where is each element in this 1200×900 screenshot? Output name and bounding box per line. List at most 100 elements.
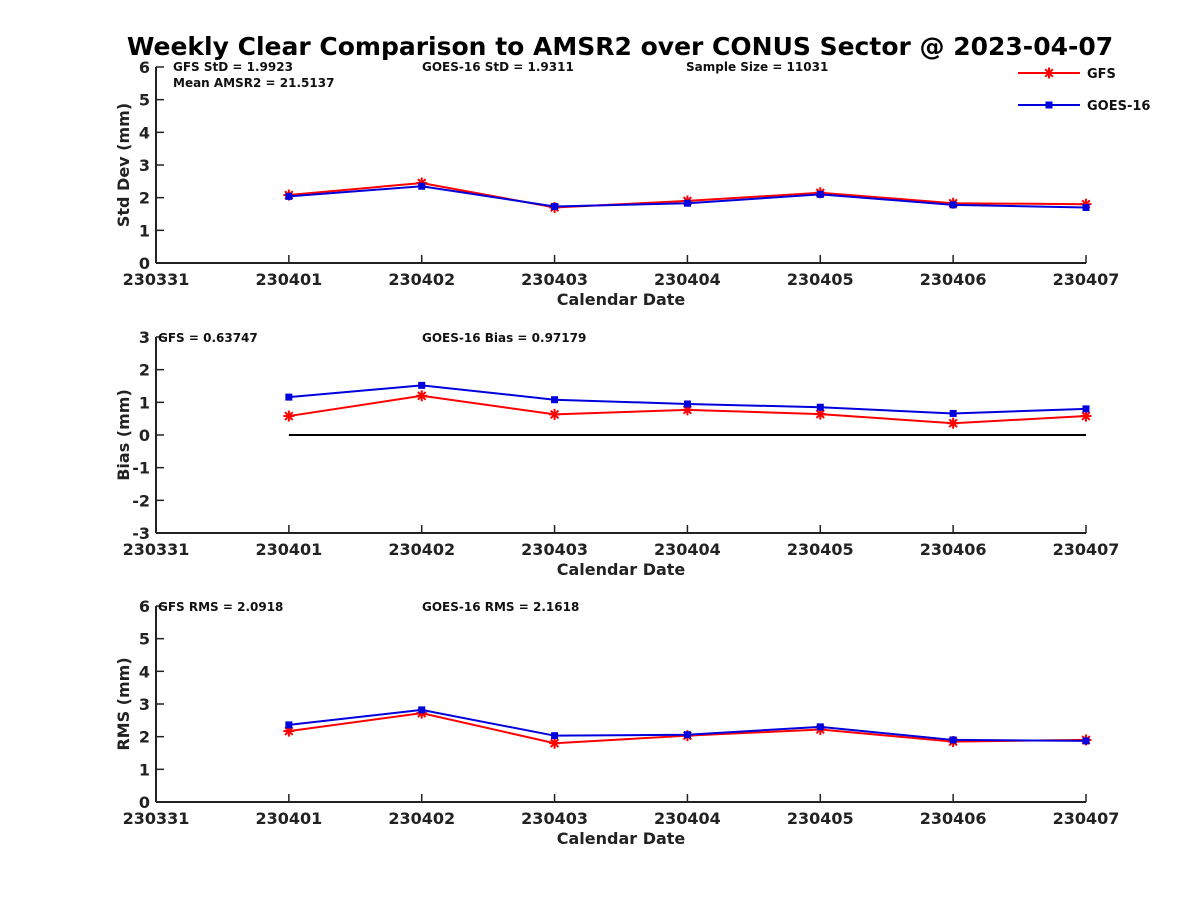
data-point <box>683 731 691 739</box>
y-tick-label: 1 <box>139 760 150 779</box>
y-tick-label: 6 <box>139 58 150 77</box>
y-tick-label: 2 <box>139 361 150 380</box>
data-point <box>816 403 824 411</box>
legend: GFS GOES-16 <box>1018 67 1150 114</box>
panel-2: -3 -2 -1 0 1 2 3 230331 230401 230402 230403 230404… <box>114 328 1119 579</box>
y-tick-label: 6 <box>139 597 150 616</box>
y-tick-label: 2 <box>139 189 150 208</box>
data-point <box>549 737 561 749</box>
x-tick-label: 230402 <box>388 270 455 289</box>
panel-1: 0 1 2 3 4 5 6 230331 230401 230402 230403 230404 230… <box>114 58 1119 309</box>
x-tick-label: 230406 <box>920 270 987 289</box>
x-tick-label: 230331 <box>123 540 190 559</box>
x-tick-label: 230405 <box>787 540 854 559</box>
stat-annotation: GFS RMS = 2.0918 <box>158 600 283 614</box>
x-tick-label: 230402 <box>388 540 455 559</box>
legend-marker <box>1045 101 1053 109</box>
y-axis-label: Bias (mm) <box>114 389 133 481</box>
panel-3: 0 1 2 3 4 5 6 230331 230401 230402 230403 230404 230… <box>114 597 1119 848</box>
data-point <box>816 723 824 731</box>
stat-annotation: GFS StD = 1.9923 <box>173 60 293 74</box>
data-point <box>947 417 959 429</box>
x-tick-label: 230401 <box>255 540 322 559</box>
data-point <box>549 408 561 420</box>
x-tick-label: 230404 <box>654 270 721 289</box>
x-tick-label: 230404 <box>654 809 721 828</box>
y-tick-label: 2 <box>139 728 150 747</box>
data-point <box>816 190 824 198</box>
series-goes-16 <box>285 182 1090 211</box>
x-tick-label: 230331 <box>123 270 190 289</box>
stat-annotation: GOES-16 Bias = 0.97179 <box>422 331 586 345</box>
legend-label: GOES-16 <box>1087 99 1150 114</box>
data-point <box>1082 203 1090 211</box>
y-tick-label: 1 <box>139 221 150 240</box>
x-tick-label: 230331 <box>123 809 190 828</box>
stat-annotation: GOES-16 StD = 1.9311 <box>422 60 574 74</box>
y-tick-label: 4 <box>139 123 150 142</box>
y-tick-label: 5 <box>139 91 150 110</box>
x-tick-label: 230403 <box>521 540 588 559</box>
data-point <box>551 732 559 740</box>
data-point <box>285 721 293 729</box>
x-tick-label: 230407 <box>1053 270 1120 289</box>
x-tick-label: 230406 <box>920 540 987 559</box>
y-tick-label: 0 <box>139 426 150 445</box>
x-axis-label: Calendar Date <box>557 290 686 309</box>
x-tick-label: 230406 <box>920 809 987 828</box>
data-point <box>683 400 691 408</box>
y-axis-label: RMS (mm) <box>114 657 133 750</box>
y-tick-label: 0 <box>139 254 150 273</box>
y-tick-label: 5 <box>139 630 150 649</box>
legend-label: GFS <box>1087 67 1116 82</box>
y-tick-label: 4 <box>139 662 150 681</box>
x-tick-label: 230407 <box>1053 809 1120 828</box>
series-goes-16 <box>285 706 1090 745</box>
x-axis-label: Calendar Date <box>557 829 686 848</box>
stat-annotation: GOES-16 RMS = 2.1618 <box>422 600 579 614</box>
y-tick-label: 3 <box>139 328 150 347</box>
stat-annotation: GFS = 0.63747 <box>158 331 258 345</box>
series-gfs <box>283 177 1092 213</box>
data-point <box>283 410 295 422</box>
x-tick-label: 230403 <box>521 270 588 289</box>
series-gfs <box>283 390 1092 429</box>
data-point <box>418 706 426 714</box>
y-tick-label: 3 <box>139 156 150 175</box>
legend-entry-goes-16: GOES-16 <box>1018 99 1150 114</box>
x-tick-label: 230405 <box>787 270 854 289</box>
data-point <box>683 199 691 207</box>
x-tick-label: 230404 <box>654 540 721 559</box>
series-goes-16 <box>285 381 1090 417</box>
x-tick-label: 230405 <box>787 809 854 828</box>
data-point <box>551 396 559 404</box>
data-point <box>418 381 426 389</box>
data-point <box>418 182 426 190</box>
y-tick-label: -2 <box>132 491 150 510</box>
x-tick-label: 230401 <box>255 809 322 828</box>
data-point <box>416 390 428 402</box>
y-tick-label: -1 <box>132 459 150 478</box>
data-point <box>949 409 957 417</box>
legend-entry-gfs: GFS <box>1018 67 1116 82</box>
x-tick-label: 230403 <box>521 809 588 828</box>
series-gfs <box>283 707 1092 749</box>
data-point <box>285 393 293 401</box>
data-point <box>1080 410 1092 422</box>
y-tick-label: -3 <box>132 524 150 543</box>
x-tick-label: 230401 <box>255 270 322 289</box>
stat-annotation: Mean AMSR2 = 21.5137 <box>173 76 334 90</box>
legend-marker <box>1043 67 1055 79</box>
x-axis-label: Calendar Date <box>557 560 686 579</box>
data-point <box>949 736 957 744</box>
y-tick-label: 0 <box>139 793 150 812</box>
stat-annotation: Sample Size = 11031 <box>686 60 828 74</box>
data-point <box>949 201 957 209</box>
x-tick-label: 230402 <box>388 809 455 828</box>
y-tick-label: 3 <box>139 695 150 714</box>
data-point <box>1082 405 1090 413</box>
x-tick-label: 230407 <box>1053 540 1120 559</box>
chart-title: Weekly Clear Comparison to AMSR2 over CO… <box>127 32 1113 61</box>
